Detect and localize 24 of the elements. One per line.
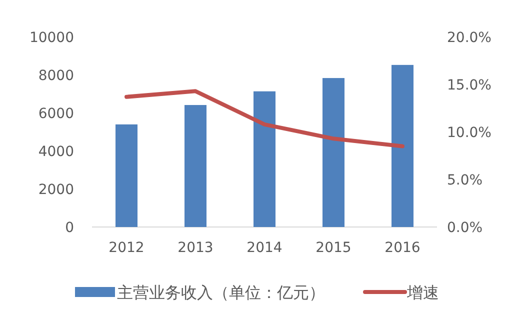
- bar: [392, 64, 414, 227]
- y-tick-label: 0: [65, 220, 74, 236]
- y-tick-label: 8000: [38, 68, 74, 84]
- line-series: [124, 89, 404, 148]
- y-tick-label: 4000: [38, 144, 74, 160]
- x-tick-label: 2012: [108, 240, 144, 256]
- y2-tick-label: 15.0%: [447, 78, 492, 94]
- y2-tick-label: 20.0%: [447, 30, 492, 46]
- bar: [254, 91, 276, 227]
- bar: [116, 124, 138, 227]
- legend-label: 增速: [406, 283, 439, 302]
- y2-tick-label: 5.0%: [447, 172, 483, 188]
- x-tick-label: 2013: [178, 240, 214, 256]
- bar: [184, 105, 206, 227]
- y2-tick-label: 0.0%: [447, 220, 483, 236]
- x-tick-label: 2014: [246, 240, 282, 256]
- x-tick-label: 2015: [316, 240, 352, 256]
- y-tick-label: 2000: [38, 182, 74, 198]
- bar: [322, 78, 344, 227]
- legend-label: 主营业务收入（单位：亿元）: [117, 283, 325, 302]
- y-tick-label: 10000: [29, 30, 74, 46]
- x-tick-label: 2016: [384, 240, 420, 256]
- y-tick-label: 6000: [38, 106, 74, 122]
- y2-tick-label: 10.0%: [447, 125, 492, 141]
